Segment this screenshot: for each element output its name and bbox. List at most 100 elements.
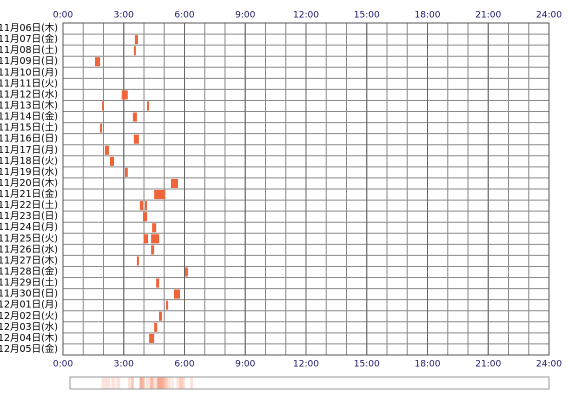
segment [156,278,160,288]
row-label: 11月09日(日) [0,56,58,67]
summary-segment [190,377,194,389]
summary-segment [161,377,165,389]
summary-segment [154,377,160,389]
row-label: 11月21日(金) [0,188,58,200]
x-tick-label: 9:00 [235,11,255,21]
segment [154,190,166,200]
summary-segment [176,377,184,389]
row-label: 11月18日(火) [0,156,58,167]
summary-segment [157,377,162,389]
summary-segment [152,377,155,389]
x-tick-label: 24:00 [536,360,562,370]
segment [94,57,101,67]
summary-frame [69,376,550,390]
row-label: 11月08日(土) [0,44,58,56]
x-tick-label: 18:00 [415,360,441,370]
segment [149,333,155,343]
x-tick-label: 21:00 [475,11,501,21]
x-tick-label: 15:00 [354,360,380,370]
summary-segment [156,377,165,389]
segment [136,256,139,266]
summary-segment [111,377,116,389]
row-label: 11月06日(木) [0,22,58,34]
summary-segment [101,377,107,389]
row-label: 11月17日(月) [0,145,58,156]
row-label: 11月07日(金) [0,33,58,45]
row-label: 11月22日(土) [0,199,58,211]
segment [158,311,163,321]
summary-segment [164,377,168,389]
x-tick-label: 24:00 [536,11,562,21]
x-tick-label: 0:00 [53,360,73,370]
row-label: 11月12日(水) [0,88,58,100]
row-label: 11月19日(水) [0,166,58,178]
row-label: 11月30日(日) [0,289,58,300]
row-label: 11月27日(木) [0,254,58,266]
row-label: 12月02日(火) [0,311,58,322]
segment [100,123,103,133]
summary-segment [159,377,163,389]
summary-segment [142,377,145,389]
row-label: 12月01日(月) [0,300,58,311]
row-label: 11月26日(水) [0,243,58,255]
summary-segment [149,377,154,389]
summary-segment [127,377,134,389]
row-label: 11月16日(日) [0,134,58,145]
row-label: 11月13日(木) [0,100,58,112]
x-tick-label: 3:00 [114,11,134,21]
summary-segment [138,377,143,389]
x-tick-label: 6:00 [174,360,194,370]
segment [133,46,136,56]
summary-segment [179,377,186,389]
summary-segment [139,377,145,389]
summary-segment [156,377,160,389]
summary-segment [116,377,121,389]
segment [134,35,138,45]
segment [173,289,181,299]
x-tick-label: 15:00 [354,11,380,21]
x-tick-label: 12:00 [293,360,319,370]
segment [151,245,155,255]
segment [151,234,160,244]
summary-segment [145,377,149,389]
segment [124,167,128,177]
summary-segment [131,377,134,389]
row-label: 11月14日(金) [0,111,58,123]
summary-segment [140,377,144,389]
summary-segment [139,377,142,389]
segment [144,234,149,244]
row-label: 12月04日(木) [0,332,58,344]
segment [139,201,143,211]
segment [104,145,109,155]
segment [102,101,104,111]
summary-segment [159,377,171,389]
summary-segment [171,377,174,389]
x-tick-label: 21:00 [475,360,501,370]
row-label: 11月20日(木) [0,177,58,189]
segment [166,300,169,310]
segment [109,156,115,166]
segment [133,134,139,144]
row-label: 11月29日(土) [0,277,58,289]
summary-segment [108,377,111,389]
segment [154,322,158,332]
row-label: 12月05日(金) [0,343,58,355]
segment [142,212,148,222]
x-tick-label: 12:00 [293,11,319,21]
segment [147,101,150,111]
summary-segment [148,377,153,389]
segment [170,178,179,188]
segment [152,223,157,233]
row-label: 12月03日(水) [0,321,58,333]
x-tick-label: 18:00 [415,11,441,21]
row-label: 11月24日(月) [0,222,58,233]
row-label: 11月28日(金) [0,266,58,278]
x-tick-label: 3:00 [114,360,134,370]
row-label: 11月15日(土) [0,122,58,134]
plot-frame [62,22,550,356]
row-label: 11月25日(火) [0,233,58,244]
x-tick-label: 6:00 [174,11,194,21]
segment [145,201,148,211]
row-label: 11月23日(日) [0,211,58,222]
row-label: 11月11日(火) [0,78,58,89]
